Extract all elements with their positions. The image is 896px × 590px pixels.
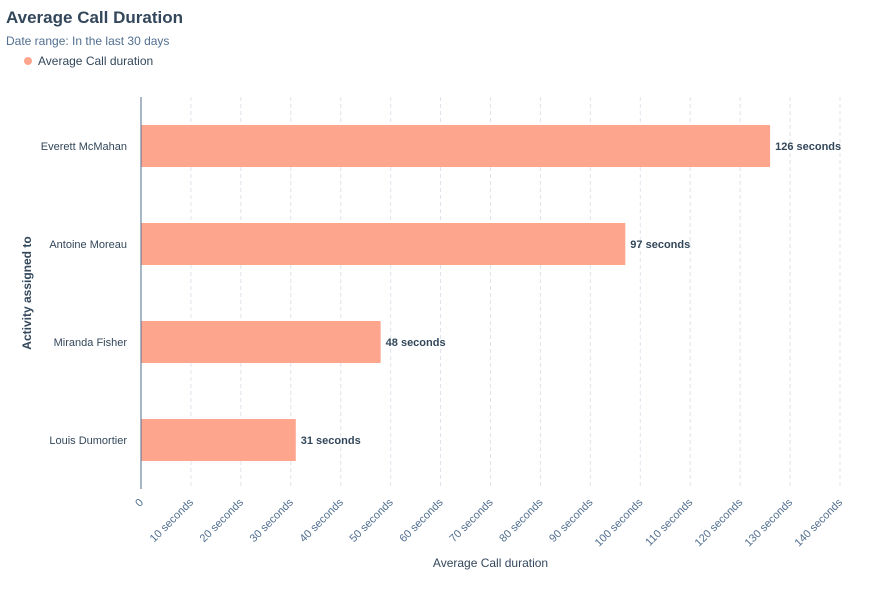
x-tick-label: 20 seconds [198,496,247,545]
bar[interactable] [141,125,771,167]
bar[interactable] [141,419,296,461]
x-tick-label: 50 seconds [347,496,396,545]
x-tick-label: 80 seconds [497,496,546,545]
legend-label: Average Call duration [38,54,154,68]
bar[interactable] [141,321,381,363]
x-tick-label: 120 seconds [693,496,746,549]
chart-title: Average Call Duration [6,8,183,27]
x-tick-label: 130 seconds [743,496,796,549]
bar-data-label: 48 seconds [386,337,446,349]
x-tick-label: 0 [133,497,146,510]
bar-data-label: 97 seconds [630,239,690,251]
x-tick-label: 40 seconds [298,496,347,545]
x-axis-title: Average Call duration [433,556,548,570]
y-category-label: Antoine Moreau [49,239,127,251]
x-tick-label: 100 seconds [593,496,646,549]
x-tick-label: 70 seconds [447,496,496,545]
x-tick-label: 90 seconds [547,496,596,545]
x-tick-label: 60 seconds [397,496,446,545]
x-tick-label: 110 seconds [643,496,695,548]
legend-swatch [24,57,32,65]
y-category-label: Everett McMahan [41,141,127,153]
bar-data-label: 31 seconds [301,435,361,447]
bar-data-label: 126 seconds [775,141,841,153]
chart-subtitle: Date range: In the last 30 days [6,34,170,48]
y-category-label: Louis Dumortier [49,435,127,447]
x-tick-label: 10 seconds [148,496,197,545]
bar[interactable] [141,223,626,265]
y-category-label: Miranda Fisher [54,337,128,349]
x-tick-label: 30 seconds [248,496,297,545]
chart-legend[interactable]: Average Call duration [24,54,153,68]
y-axis-title: Activity assigned to [20,236,34,349]
x-tick-label: 140 seconds [793,496,846,549]
